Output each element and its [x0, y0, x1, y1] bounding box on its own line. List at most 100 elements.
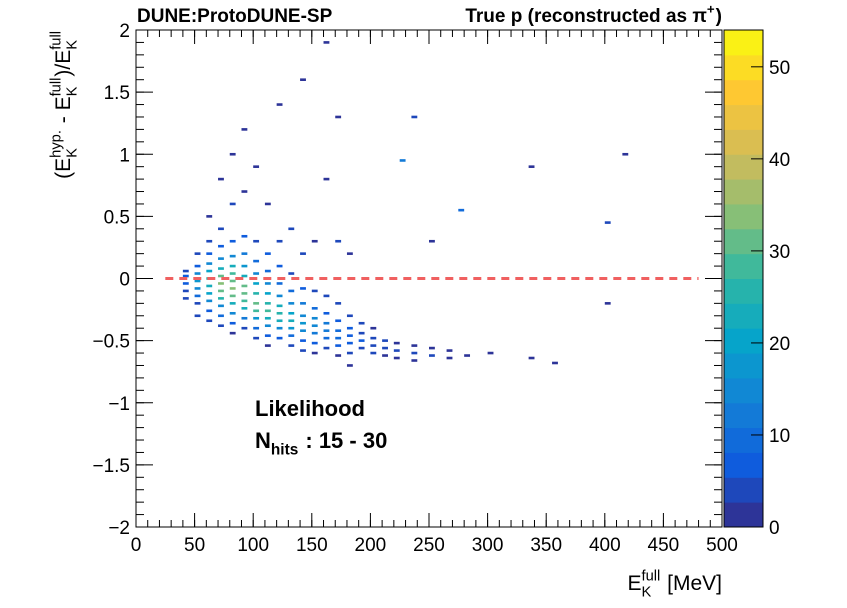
cell [411, 359, 418, 362]
y-axis-label-sup: full [49, 31, 65, 50]
y-axis-label-sup: hyp. [49, 130, 65, 158]
cell [528, 356, 535, 360]
cell [288, 344, 295, 347]
cell [229, 331, 236, 335]
cell [323, 321, 330, 325]
colorbar-band [724, 303, 763, 329]
cell [382, 339, 388, 342]
cell [229, 279, 236, 283]
cell [288, 326, 295, 330]
x-tick-label: 100 [237, 535, 269, 556]
x-tick-label: 450 [648, 535, 680, 556]
cell [311, 341, 318, 345]
cell [253, 272, 260, 275]
cell [276, 304, 283, 308]
cell [264, 252, 271, 255]
cell [241, 307, 248, 310]
cell [218, 267, 224, 270]
cell [411, 351, 418, 355]
cell [229, 287, 236, 290]
colorbar-band [724, 377, 763, 404]
cell [241, 292, 248, 295]
y-axis-label-part: - E [52, 96, 75, 129]
cell [194, 264, 201, 268]
cell [311, 324, 318, 328]
cell [300, 252, 306, 255]
cell [264, 269, 271, 273]
z-tick-label: 50 [769, 58, 790, 79]
y-axis-label-sub: K [64, 148, 80, 158]
cell [253, 309, 260, 313]
cell [411, 344, 418, 347]
cell [370, 344, 377, 347]
colorbar-band [724, 179, 763, 205]
cell [382, 346, 388, 350]
colorbar-band [724, 353, 763, 379]
cell [194, 302, 201, 305]
cell [206, 269, 213, 273]
cell [264, 309, 271, 313]
annotation-part: Likelihood [255, 396, 365, 421]
title-left: DUNE:ProtoDUNE-SP [137, 6, 333, 27]
x-tick-label: 150 [296, 535, 328, 556]
colorbar-band [724, 79, 763, 106]
cell [264, 302, 271, 305]
cell [604, 221, 611, 224]
cell [346, 364, 353, 367]
cell [300, 349, 306, 352]
colorbar-band [724, 30, 763, 56]
cell [622, 152, 629, 156]
x-tick-label: 50 [184, 535, 205, 556]
cell [218, 177, 224, 181]
cell [358, 331, 365, 335]
cell [335, 344, 342, 347]
x-axis-label-part: E [628, 572, 642, 595]
cell [241, 190, 248, 193]
colorbar-band [724, 502, 763, 528]
cell [346, 314, 353, 318]
cell [464, 354, 471, 357]
cell [264, 202, 271, 206]
cell [253, 165, 260, 168]
cell [399, 159, 406, 162]
cell [429, 239, 435, 243]
x-axis-label-sub: K [642, 584, 652, 600]
cell [446, 356, 453, 360]
colorbar-band [724, 328, 763, 354]
cell [335, 115, 342, 119]
cell [288, 311, 295, 315]
cell [241, 299, 248, 303]
cell [311, 289, 318, 293]
x-tick-label: 300 [472, 535, 504, 556]
cell [218, 324, 224, 328]
cell [229, 302, 236, 305]
cell [218, 227, 224, 231]
annotation-part: : 15 - 30 [299, 428, 387, 453]
cell [393, 356, 400, 360]
colorbar-band [724, 203, 763, 230]
cell [323, 329, 330, 332]
cell [311, 351, 318, 355]
colorbar-band [724, 228, 763, 255]
cell [346, 334, 353, 337]
cell [218, 244, 224, 248]
cell [229, 202, 236, 206]
cell [411, 115, 418, 119]
cell [323, 177, 330, 181]
colorbar-band [724, 104, 763, 130]
cell [264, 316, 271, 320]
cell [229, 254, 236, 258]
cell [229, 264, 236, 268]
cell [300, 287, 306, 290]
cell [241, 252, 248, 255]
y-tick-label: 0 [119, 270, 130, 291]
cell [206, 252, 213, 255]
cell [393, 341, 400, 345]
cell [382, 354, 388, 357]
cell [218, 289, 224, 293]
cell [241, 234, 248, 238]
cell [358, 339, 365, 342]
title-right: True p (reconstructed as π +) [465, 1, 722, 27]
cell [335, 319, 342, 323]
